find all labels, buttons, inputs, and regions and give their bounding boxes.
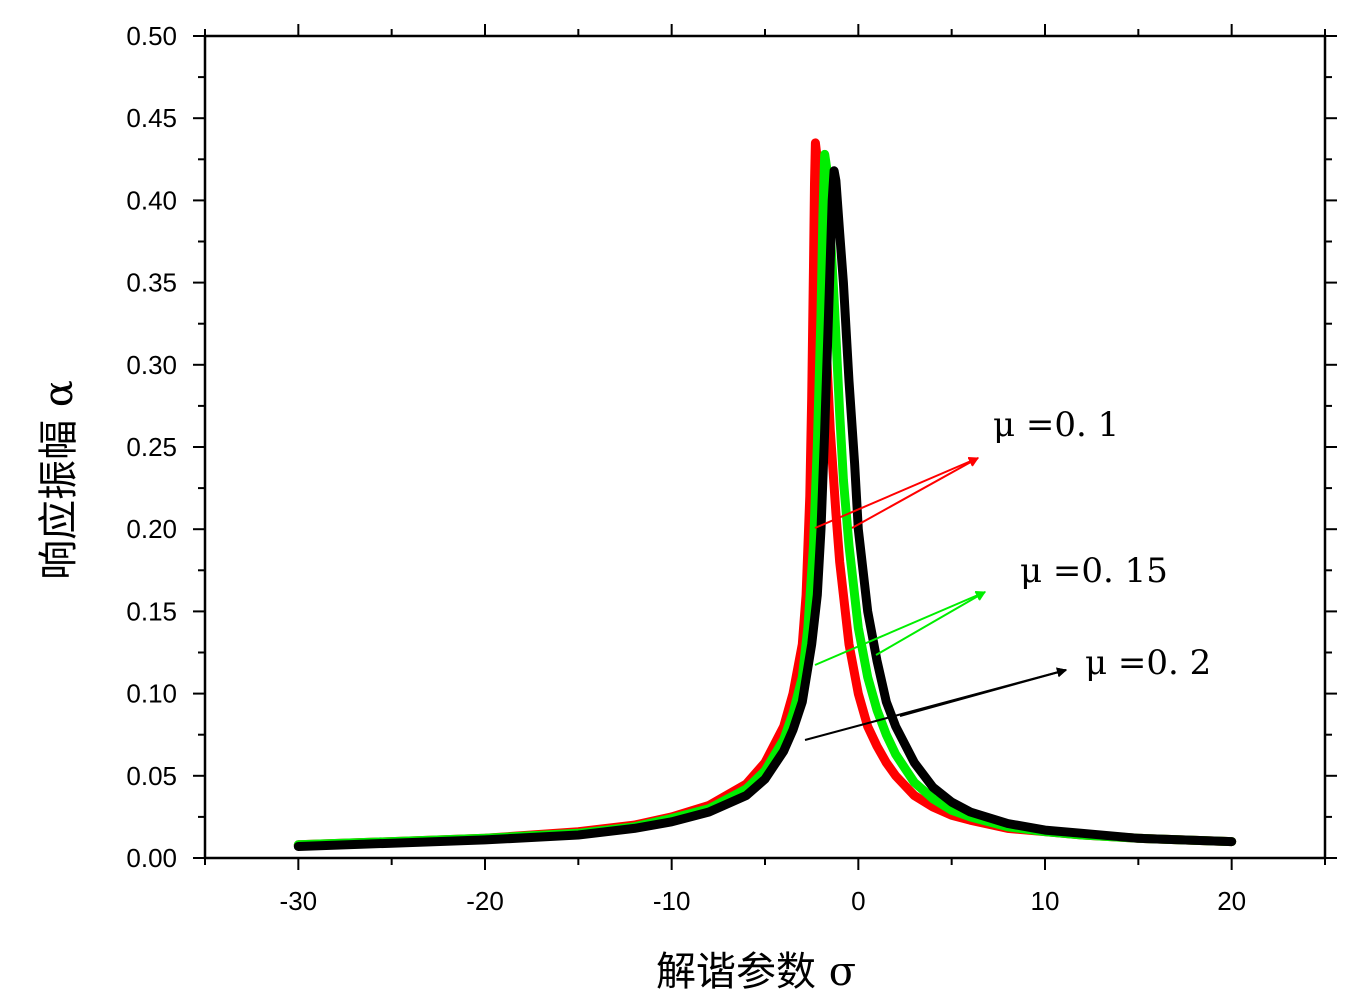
y-tick-label: 0.40 <box>126 185 177 215</box>
plot-frame <box>203 34 1327 860</box>
y-tick-label: 0.45 <box>126 103 177 133</box>
x-tick-label: 20 <box>1217 886 1246 916</box>
y-tick-label: 0.30 <box>126 350 177 380</box>
series-line-0 <box>293 138 1237 850</box>
annotation-arrow-red-2 <box>851 457 978 529</box>
y-tick-label: 0.05 <box>126 761 177 791</box>
annotation-arrow-black-2 <box>899 670 1066 717</box>
y-tick-label: 0.15 <box>126 596 177 626</box>
y-tick-label: 0.35 <box>126 268 177 298</box>
y-tick-label: 0.00 <box>126 843 177 873</box>
y-tick-label: 0.10 <box>126 679 177 709</box>
annotation-arrows <box>804 457 1066 741</box>
series-layer <box>293 138 1237 851</box>
series-line-2 <box>293 166 1237 851</box>
annotation-mu-0.15: μ =0. 15 <box>1020 551 1168 591</box>
annotation-arrow-green-1 <box>814 592 985 666</box>
y-axis-ticks: 0.00 0.05 0.10 0.15 0.20 0.25 0.30 0.35 0.40 0.45… <box>126 21 1337 873</box>
annotation-mu-0.2: μ =0. 2 <box>1085 643 1211 683</box>
annotation-mu-0.1: μ =0. 1 <box>993 405 1119 445</box>
x-tick-label: -20 <box>466 886 504 916</box>
y-tick-label: 0.20 <box>126 514 177 544</box>
annotation-arrow-green-2 <box>875 591 985 656</box>
x-tick-label: -30 <box>280 886 318 916</box>
annotation-arrow-red-1 <box>814 458 978 529</box>
y-tick-label: 0.25 <box>126 432 177 462</box>
x-axis-ticks: -30 -20 -10 0 10 20 <box>204 24 1326 916</box>
x-tick-label: 0 <box>851 886 865 916</box>
x-tick-label: 10 <box>1031 886 1060 916</box>
y-tick-label: 0.50 <box>126 21 177 51</box>
x-tick-label: -10 <box>653 886 691 916</box>
series-line-1 <box>293 149 1237 850</box>
x-axis-label: 解谐参数 σ <box>656 949 856 995</box>
y-axis-label: 响应振幅 α <box>36 380 82 580</box>
